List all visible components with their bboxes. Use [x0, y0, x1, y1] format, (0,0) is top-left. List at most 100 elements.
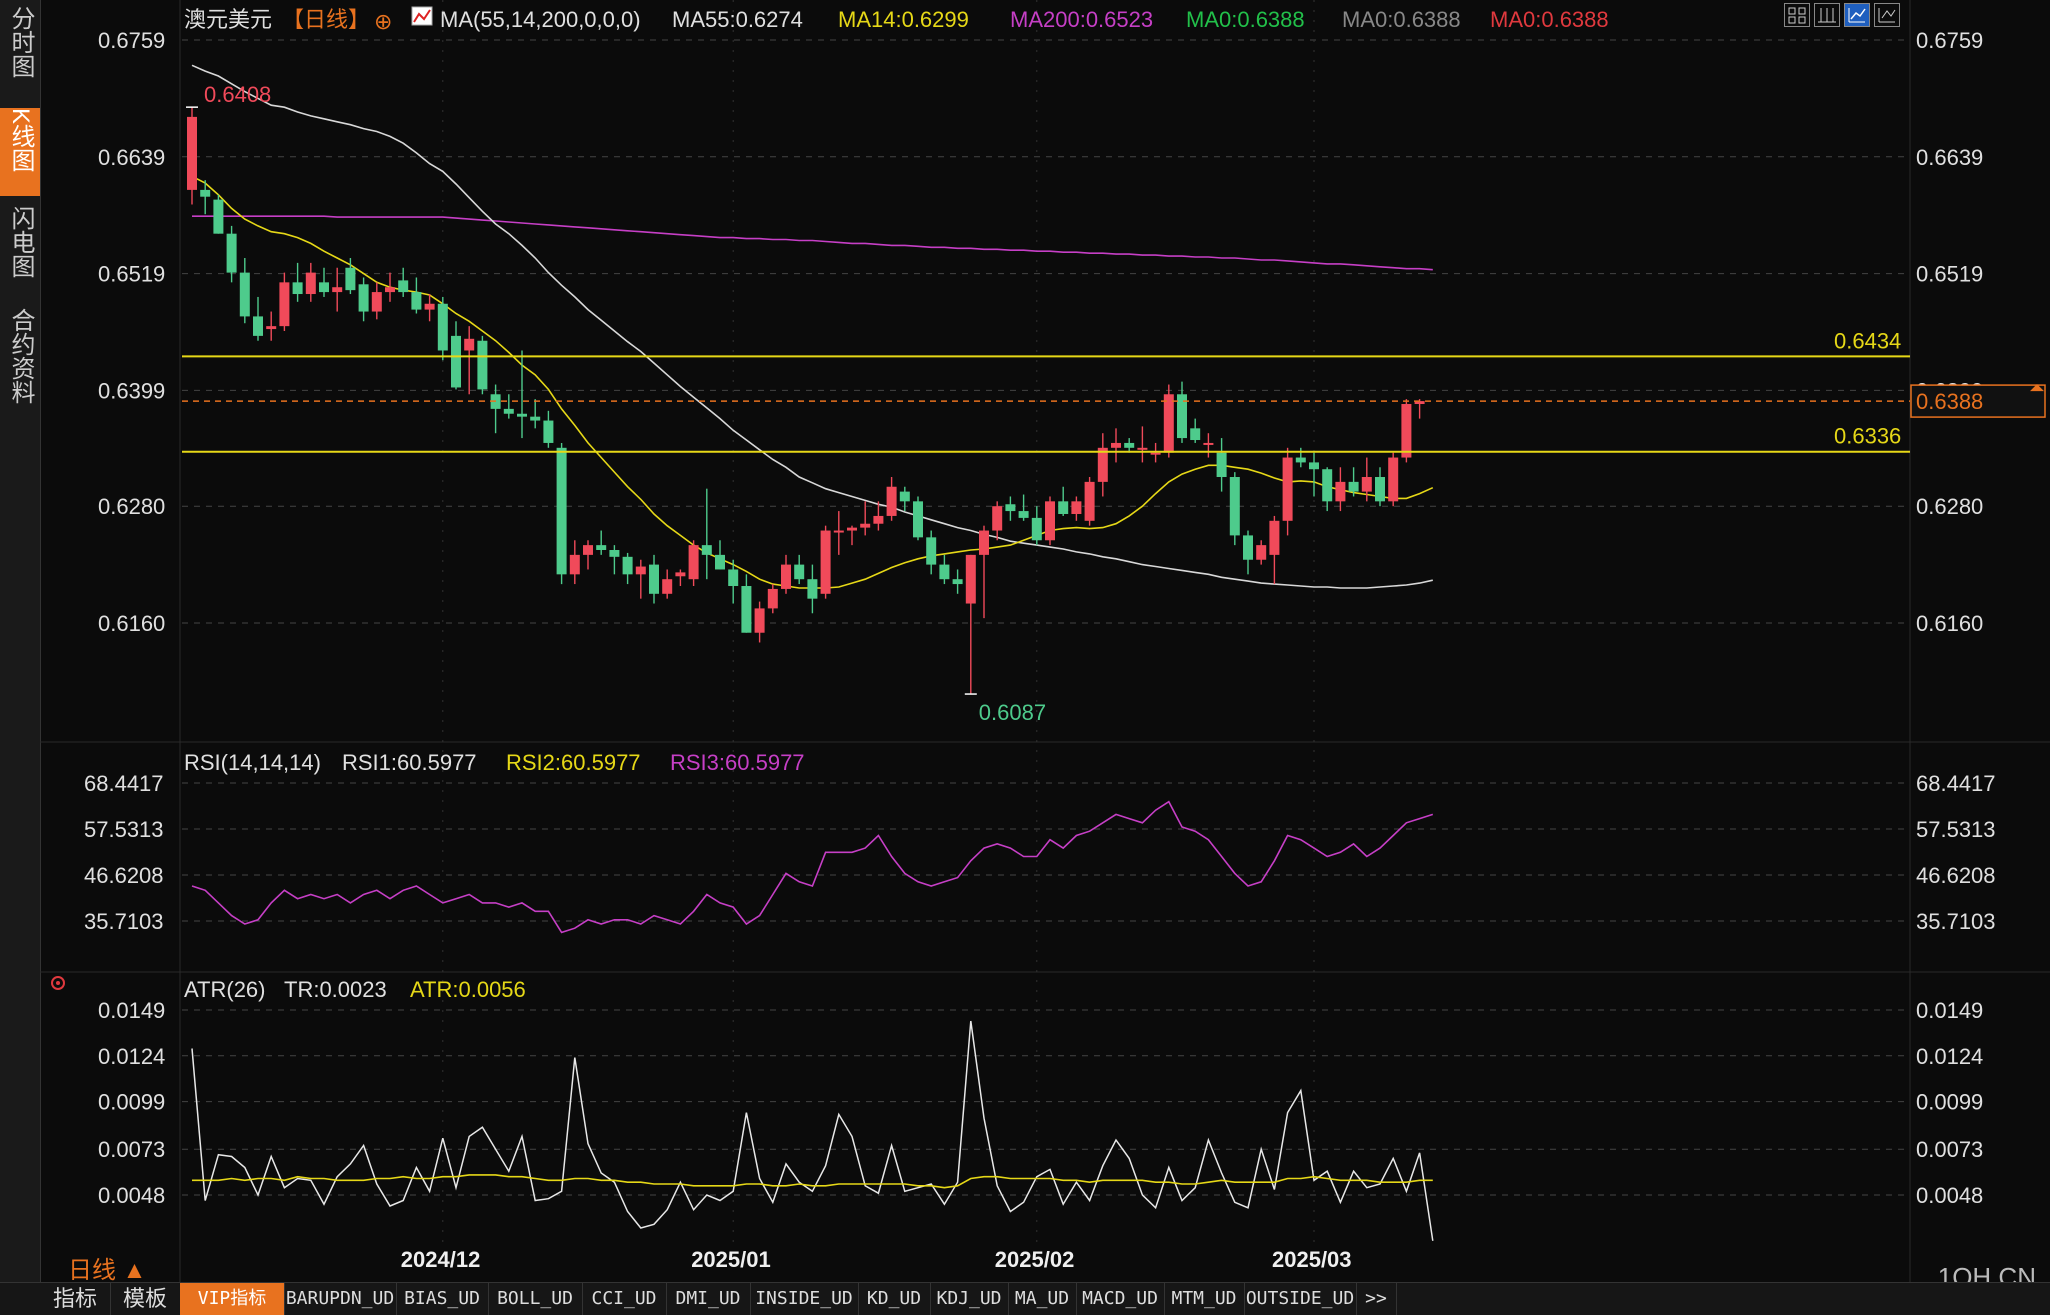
candle	[424, 294, 435, 322]
indicator-tab-barupdn-ud[interactable]: BARUPDN_UD	[284, 1283, 397, 1315]
x-axis-label: 2025/03	[1272, 1247, 1352, 1272]
candle-body	[1414, 401, 1425, 405]
candle	[767, 584, 778, 614]
chart-canvas[interactable]: 澳元美元 【日线】 ⊕ MA(55,14,200,0,0,0) MA55:0.6…	[0, 0, 2050, 1282]
period-selector[interactable]: 日线 ▲	[68, 1257, 147, 1284]
indicator-chart-icon[interactable]	[411, 6, 433, 26]
chart-type-icon[interactable]	[1844, 3, 1870, 27]
price-tick-left: 0.6399	[98, 378, 165, 403]
candle	[358, 277, 369, 322]
vip-indicator-tab[interactable]: VIP指标	[180, 1283, 285, 1315]
candle-body	[715, 554, 725, 570]
candle-body	[1216, 452, 1227, 478]
rsi-tick-left: 35.7103	[84, 909, 164, 934]
candle-body	[1269, 520, 1280, 555]
candle-body	[688, 545, 699, 580]
indicator-tab-dmi-ud[interactable]: DMI_UD	[666, 1283, 751, 1315]
candle-body	[807, 579, 818, 599]
candle	[464, 326, 475, 395]
candle	[345, 258, 356, 295]
candle-body	[1097, 447, 1108, 482]
indicator-tab-outside-ud[interactable]: OUTSIDE_UD	[1244, 1283, 1357, 1315]
candle-body	[781, 564, 791, 589]
ma55-value: MA55:0.6274	[672, 7, 803, 32]
candle	[543, 410, 554, 448]
candle	[913, 496, 923, 541]
price-tick-right: 0.6280	[1916, 494, 1983, 519]
candle	[1031, 506, 1042, 546]
indicator-tab-kdj-ud[interactable]: KDJ_UD	[930, 1283, 1009, 1315]
indicator-tab-boll-ud[interactable]: BOLL_UD	[488, 1283, 583, 1315]
atr-tick-right: 0.0124	[1916, 1044, 1983, 1069]
candle-body	[253, 316, 263, 336]
candle-body	[332, 287, 343, 293]
candle	[292, 262, 303, 302]
candle-body	[1388, 457, 1399, 502]
candle-body	[187, 116, 197, 190]
indicator-tab-ma-ud[interactable]: MA_UD	[1008, 1283, 1077, 1315]
tab-timeshare[interactable]: 分时图	[0, 6, 40, 94]
indicator-tab[interactable]: 指标	[40, 1283, 111, 1315]
candle-body	[569, 554, 580, 575]
candle-body	[371, 292, 382, 312]
candle-body	[1256, 545, 1267, 560]
candle	[1388, 452, 1399, 507]
candle-body	[675, 572, 686, 577]
crosshair-icon[interactable]: ⊕	[374, 9, 392, 34]
candle	[517, 350, 527, 439]
candle	[754, 601, 765, 643]
candle-body	[1229, 477, 1240, 536]
candle-body	[1018, 511, 1029, 518]
candle	[1414, 399, 1425, 419]
candle	[1045, 496, 1055, 546]
template-tab[interactable]: 模板	[110, 1283, 181, 1315]
candle	[939, 554, 950, 585]
indicator-tab-cci-ud[interactable]: CCI_UD	[582, 1283, 667, 1315]
candle-body	[701, 545, 712, 555]
candle	[1177, 381, 1187, 443]
candle	[899, 486, 910, 512]
grid-layout-icon[interactable]	[1784, 3, 1810, 27]
candle	[332, 267, 343, 312]
candle	[609, 545, 620, 575]
candle	[833, 511, 844, 555]
candle-body	[1163, 394, 1174, 453]
price-tick-left: 0.6759	[98, 28, 165, 53]
candle-body	[1084, 481, 1095, 521]
candle	[583, 540, 593, 570]
bar-layout-icon[interactable]	[1814, 3, 1840, 27]
candle	[319, 267, 329, 297]
indicator-tab-kd-ud[interactable]: KD_UD	[858, 1283, 931, 1315]
candle-body	[1282, 457, 1293, 521]
candle	[239, 258, 250, 324]
candle	[965, 554, 976, 695]
atr-tick-right: 0.0099	[1916, 1090, 1983, 1115]
tab-kline-label: K线图	[7, 108, 34, 173]
candle	[1190, 418, 1201, 443]
bottom-indicator-bar: 指标 模板 VIP指标 BARUPDN_UD BIAS_UD BOLL_UD CCI_UD D…	[0, 1282, 2050, 1315]
candle-body	[385, 287, 395, 293]
indicator-tab-inside-ud[interactable]: INSIDE_UD	[750, 1283, 859, 1315]
more-tabs-button[interactable]: >>	[1356, 1283, 1397, 1315]
tab-contract-info[interactable]: 合约资料	[0, 308, 40, 424]
support-label: 0.6336	[1834, 424, 1901, 449]
candle-body	[1071, 501, 1082, 514]
drawing-tools-icon[interactable]	[1874, 3, 1900, 27]
candle	[1018, 494, 1029, 521]
tab-flash[interactable]: 闪电图	[0, 206, 40, 294]
indicator-tab-mtm-ud[interactable]: MTM_UD	[1164, 1283, 1245, 1315]
rsi-tick-right: 35.7103	[1916, 909, 1996, 934]
indicator-tab-bias-ud[interactable]: BIAS_UD	[396, 1283, 489, 1315]
candle-body	[939, 564, 950, 580]
indicator-tab-macd-ud[interactable]: MACD_UD	[1076, 1283, 1165, 1315]
tab-kline[interactable]: K线图	[0, 108, 40, 196]
candle	[860, 501, 871, 536]
price-tick-right: 0.6160	[1916, 611, 1983, 636]
atr-settings-icon[interactable]	[51, 976, 65, 990]
candle	[385, 272, 395, 302]
tab-timeshare-label: 分时图	[7, 6, 34, 78]
atr-tick-right: 0.0149	[1916, 998, 1983, 1023]
candle	[1216, 438, 1227, 492]
candle-body	[437, 303, 448, 351]
rsi-tick-right: 68.4417	[1916, 771, 1996, 796]
